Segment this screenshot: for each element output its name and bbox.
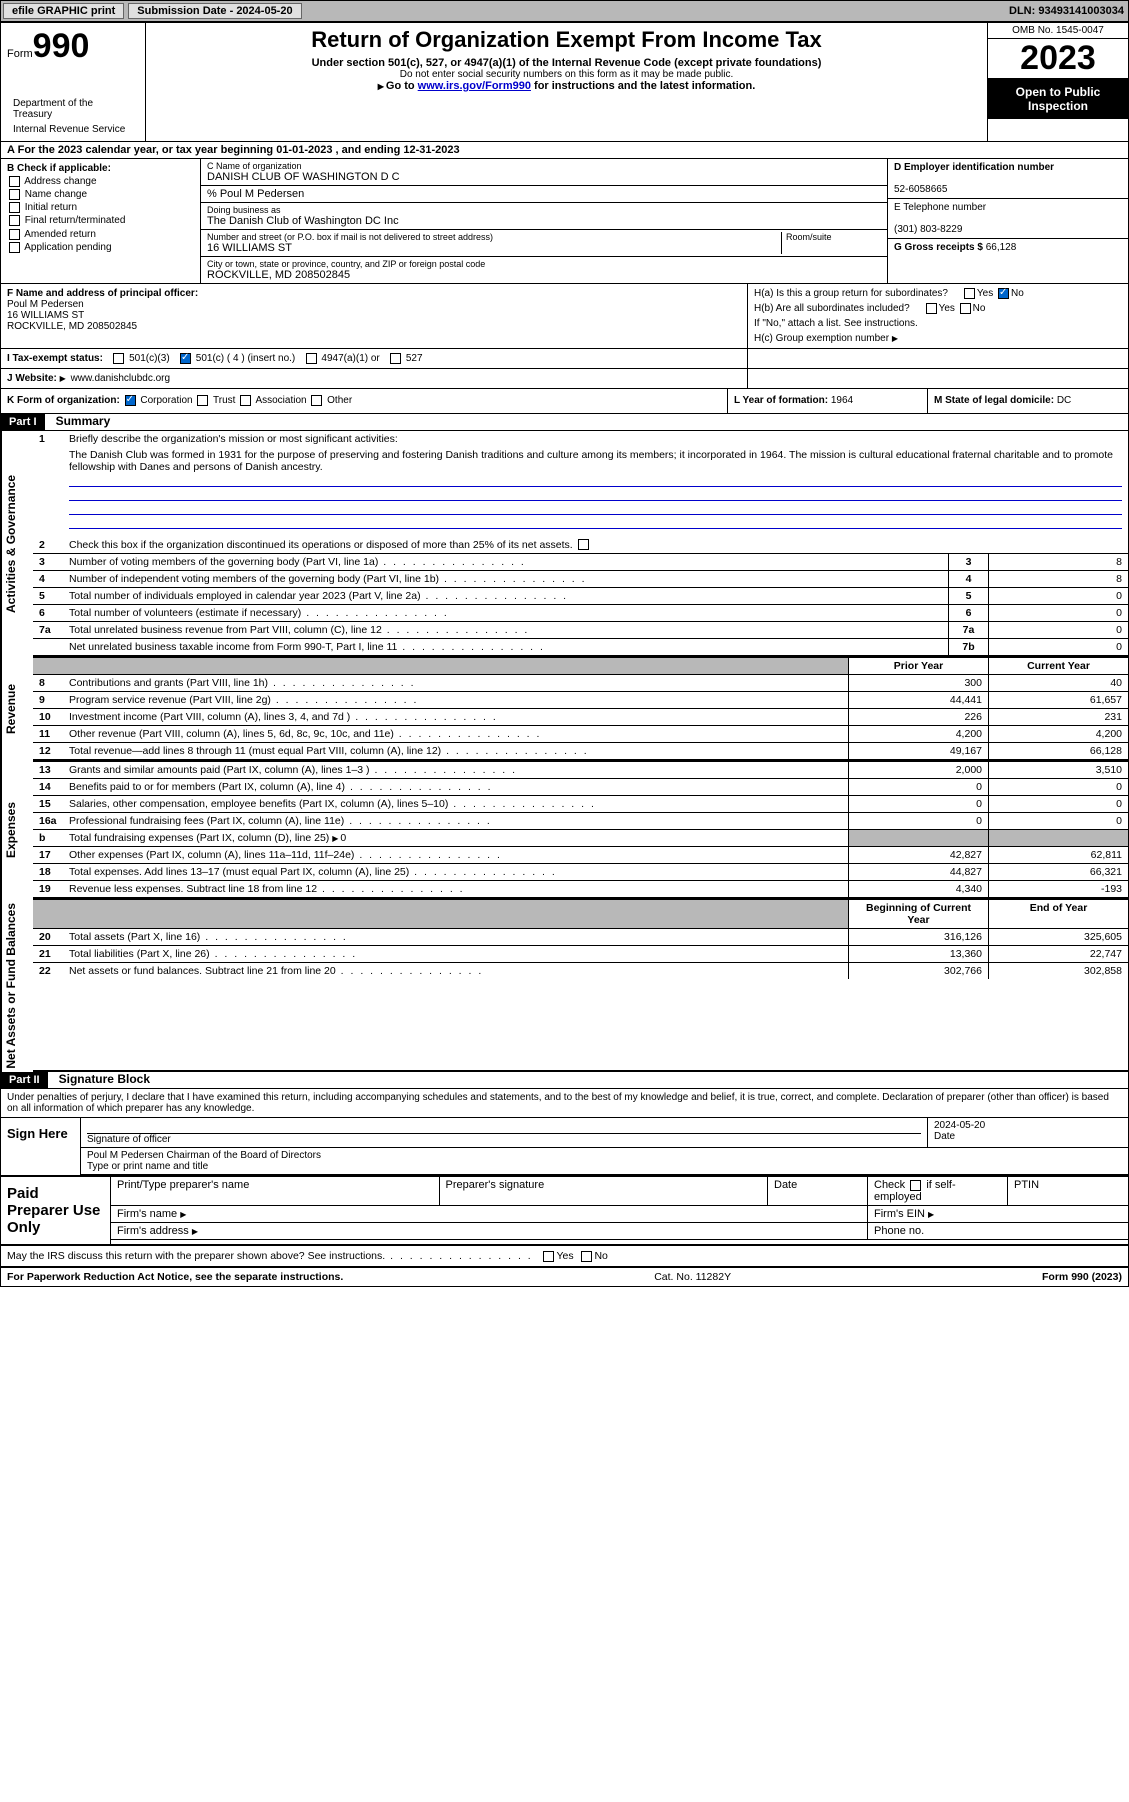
col-d-ein-tel: D Employer identification number 52-6058… [888,159,1128,283]
form-title: Return of Organization Exempt From Incom… [156,27,977,53]
sign-here-block: Sign Here Signature of officer 2024-05-2… [1,1117,1128,1175]
summary-revenue: Revenue Prior YearCurrent Year 8Contribu… [1,657,1128,761]
summary-governance: Activities & Governance 1Briefly describ… [1,431,1128,657]
paid-preparer-block: Paid Preparer Use Only Print/Type prepar… [1,1175,1128,1246]
street: 16 WILLIAMS ST [207,242,781,254]
block-bcd: B Check if applicable: Address change Na… [1,159,1128,284]
block-fgh: F Name and address of principal officer:… [1,284,1128,349]
chk-amended[interactable]: Amended return [7,229,194,240]
chk-name-change[interactable]: Name change [7,189,194,200]
expenses-table-2: 17Other expenses (Part IX, column (A), l… [33,846,1128,897]
chk-527[interactable] [390,353,401,364]
vlabel-expenses: Expenses [1,761,33,899]
dba: The Danish Club of Washington DC Inc [207,215,881,227]
col-b-checkboxes: B Check if applicable: Address change Na… [1,159,201,283]
hb-yes[interactable] [926,303,937,314]
dept-irs: Internal Revenue Service [7,122,139,137]
year-formation: 1964 [831,395,853,406]
part-i-header: Part I Summary [1,414,1128,431]
open-inspection-badge: Open to Public Inspection [988,79,1128,119]
chk-trust[interactable] [197,395,208,406]
dln-label: DLN: 93493141003034 [1005,5,1128,17]
perjury-statement: Under penalties of perjury, I declare th… [1,1089,1128,1117]
care-of: % Poul M Pedersen [207,188,881,200]
page-footer: For Paperwork Reduction Act Notice, see … [1,1267,1128,1286]
chk-501c[interactable] [180,353,191,364]
ha-yes[interactable] [964,288,975,299]
officer-name: Poul M Pedersen Chairman of the Board of… [87,1150,321,1161]
row-website: J Website: www.danishclubdc.org [1,369,1128,389]
chk-assoc[interactable] [240,395,251,406]
chk-final-return[interactable]: Final return/terminated [7,215,194,226]
irs-link[interactable]: www.irs.gov/Form990 [418,80,531,92]
form-number: Form990 [7,27,139,66]
hb-no[interactable] [960,303,971,314]
ha-no[interactable] [998,288,1009,299]
ssn-note: Do not enter social security numbers on … [156,69,977,80]
topbar: efile GRAPHIC print Submission Date - 20… [0,0,1129,22]
omb-number: OMB No. 1545-0047 [988,23,1128,39]
submission-date-button[interactable]: Submission Date - 2024-05-20 [128,3,301,19]
sign-date: 2024-05-20 [934,1120,985,1131]
chk-other[interactable] [311,395,322,406]
col-c-org-info: C Name of organization DANISH CLUB OF WA… [201,159,888,283]
tax-year: 2023 [988,39,1128,79]
summary-expenses: Expenses 13Grants and similar amounts pa… [1,761,1128,899]
discuss-yes[interactable] [543,1251,554,1262]
telephone: (301) 803-8229 [894,224,962,235]
mission-text: The Danish Club was formed in 1931 for t… [33,447,1128,537]
ein: 52-6058665 [894,184,947,195]
vlabel-netassets: Net Assets or Fund Balances [1,899,33,1073]
discuss-no[interactable] [581,1251,592,1262]
dept-treasury: Department of the Treasury [7,96,139,122]
chk-app-pending[interactable]: Application pending [7,242,194,253]
part-ii-header: Part II Signature Block [1,1072,1128,1089]
vlabel-governance: Activities & Governance [1,431,33,657]
line-a-tax-year: A For the 2023 calendar year, or tax yea… [1,142,1128,159]
form-990-page: Form990 Department of the Treasury Inter… [0,22,1129,1287]
vlabel-revenue: Revenue [1,657,33,761]
form-header: Form990 Department of the Treasury Inter… [1,23,1128,142]
principal-officer: F Name and address of principal officer:… [1,284,748,348]
website-url: www.danishclubdc.org [71,373,171,384]
expenses-table-1: 13Grants and similar amounts paid (Part … [33,761,1128,829]
chk-discontinued[interactable] [578,539,589,550]
summary-netassets: Net Assets or Fund Balances Beginning of… [1,899,1128,1073]
row-klm: K Form of organization: Corporation Trus… [1,389,1128,413]
chk-self-employed[interactable] [910,1180,921,1191]
org-name: DANISH CLUB OF WASHINGTON D C [207,171,881,183]
discuss-row: May the IRS discuss this return with the… [1,1246,1128,1267]
row-tax-exempt: I Tax-exempt status: 501(c)(3) 501(c) ( … [1,349,1128,369]
netassets-table: 20Total assets (Part X, line 16)316,1263… [33,928,1128,979]
revenue-table: 8Contributions and grants (Part VIII, li… [33,674,1128,759]
chk-501c3[interactable] [113,353,124,364]
gov-lines-table: 3Number of voting members of the governi… [33,553,1128,655]
gross-receipts: 66,128 [986,242,1017,253]
chk-initial-return[interactable]: Initial return [7,202,194,213]
chk-corp[interactable] [125,395,136,406]
chk-4947[interactable] [306,353,317,364]
goto-line: Go to www.irs.gov/Form990 for instructio… [156,80,977,92]
city-state-zip: ROCKVILLE, MD 208502845 [207,269,881,281]
chk-address-change[interactable]: Address change [7,176,194,187]
state-domicile: DC [1057,395,1071,406]
efile-print-button[interactable]: efile GRAPHIC print [3,3,124,19]
group-return: H(a) Is this a group return for subordin… [748,284,1128,348]
form-subtitle: Under section 501(c), 527, or 4947(a)(1)… [156,57,977,69]
